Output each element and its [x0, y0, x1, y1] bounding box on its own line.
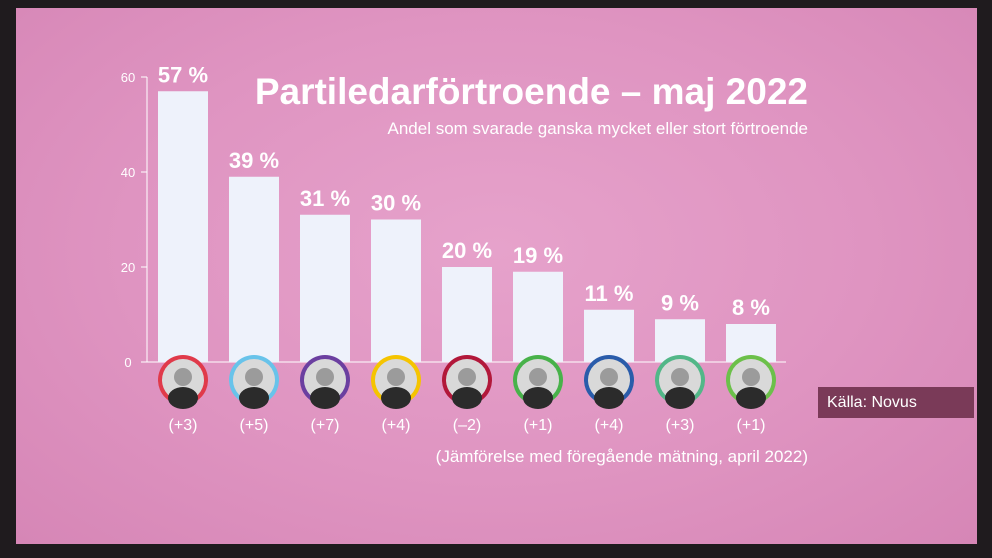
- bar: [158, 91, 208, 362]
- bar: [442, 267, 492, 362]
- bar-value-label: 57 %: [158, 62, 208, 87]
- change-label: (+1): [524, 417, 553, 434]
- bar: [513, 271, 563, 362]
- y-tick-label: 40: [121, 165, 135, 180]
- chart-subtitle: Andel som svarade ganska mycket eller st…: [388, 119, 808, 138]
- leader-avatar: [229, 355, 279, 409]
- change-label: (+3): [169, 417, 198, 434]
- bars: 57 % (+3) 39 % (+5) 31 % (+7) 30 % (+4) 20 % (–2)…: [158, 62, 776, 434]
- bar: [584, 309, 634, 362]
- leader-avatar: [371, 355, 421, 409]
- leader-avatar: [584, 355, 634, 409]
- leader-avatar: [300, 355, 350, 409]
- source-label: Källa: Novus: [818, 387, 974, 418]
- bar: [229, 176, 279, 362]
- footnote: (Jämförelse med föregående mätning, apri…: [436, 447, 808, 466]
- bar: [655, 319, 705, 362]
- bar-value-label: 39 %: [229, 148, 279, 173]
- leader-avatar: [726, 355, 776, 409]
- bar-value-label: 8 %: [732, 295, 770, 320]
- leader-avatar: [655, 355, 705, 409]
- change-label: (+4): [382, 417, 411, 434]
- bar-value-label: 20 %: [442, 238, 492, 263]
- y-tick-label: 0: [124, 355, 131, 370]
- y-tick-label: 20: [121, 260, 135, 275]
- change-label: (+4): [595, 417, 624, 434]
- bar-value-label: 30 %: [371, 191, 421, 216]
- change-label: (+7): [311, 417, 340, 434]
- change-label: (+1): [737, 417, 766, 434]
- change-label: (+5): [240, 417, 269, 434]
- leader-avatar: [158, 355, 208, 409]
- leader-avatar: [442, 355, 492, 409]
- bar-value-label: 9 %: [661, 290, 699, 315]
- leader-avatar: [513, 355, 563, 409]
- bar: [371, 219, 421, 362]
- y-tick-label: 60: [121, 70, 135, 85]
- bar-value-label: 19 %: [513, 243, 563, 268]
- bar-value-label: 11 %: [585, 281, 634, 306]
- bar: [300, 214, 350, 362]
- bar-value-label: 31 %: [300, 186, 350, 211]
- change-label: (–2): [453, 417, 481, 434]
- change-label: (+3): [666, 417, 695, 434]
- chart-title: Partiledarförtroende – maj 2022: [255, 71, 808, 112]
